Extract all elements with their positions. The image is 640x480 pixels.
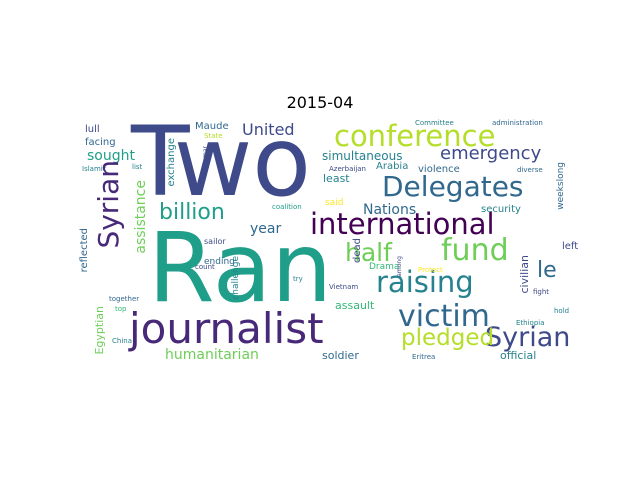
word-dead: dead xyxy=(352,238,363,263)
word-together: together xyxy=(109,295,140,303)
word-emergency: emergency xyxy=(440,143,542,164)
word-sailor: sailor xyxy=(204,237,226,246)
word-coalition: coalition xyxy=(272,203,302,211)
word-challenge: challenge xyxy=(231,256,241,300)
word-least: least xyxy=(323,172,350,185)
word-vietnam: Vietnam xyxy=(329,283,359,291)
word-le: le xyxy=(537,258,557,283)
word-two: Two xyxy=(131,106,311,218)
word-islamic: Islamic xyxy=(82,165,107,173)
word-war: Syrian xyxy=(485,322,571,353)
word-top: top xyxy=(115,305,127,313)
word-nations: Nations xyxy=(363,202,417,218)
word-among: among xyxy=(396,256,403,277)
chart-title: 2015-04 xyxy=(286,93,354,112)
word-sought: sought xyxy=(87,148,135,164)
word-lull: lull xyxy=(85,124,100,135)
word-violence: violence xyxy=(418,164,460,175)
word-weekslong: weekslong xyxy=(556,162,566,210)
word-syrian: Syrian xyxy=(92,160,125,249)
word-myanmar: Myanmar xyxy=(202,146,209,175)
word-arabia: Arabia xyxy=(376,161,409,172)
word-administration: administration xyxy=(492,119,543,127)
word-security: security xyxy=(481,204,521,215)
word-drama: Drama xyxy=(369,262,400,272)
word-delegates: Delegates xyxy=(382,170,524,203)
word-ran: Ran xyxy=(148,212,333,324)
word-ethiopia: Ethiopia xyxy=(516,319,545,327)
word-list: list xyxy=(132,163,143,171)
word-victim: victim xyxy=(398,299,490,334)
word-state: State xyxy=(204,132,223,140)
word-egyptian: Egyptian xyxy=(93,306,106,355)
word-azerbaijan: Azerbaijan xyxy=(329,165,366,173)
word-count: count xyxy=(195,263,215,271)
word-official: official xyxy=(500,349,537,362)
word-facing: facing xyxy=(85,137,116,148)
word-said: said xyxy=(325,198,344,208)
word-cloud: Two Ran journalist international confere… xyxy=(79,114,578,366)
word-try: try xyxy=(293,275,303,283)
word-simultaneous: simultaneous xyxy=(322,149,403,163)
word-exchange: exchange xyxy=(166,138,177,187)
word-humanitarian: humanitarian xyxy=(165,347,259,363)
word-journalist: journalist xyxy=(129,304,324,353)
word-civilian: civilian xyxy=(518,255,531,294)
word-protect: Protect xyxy=(418,266,443,274)
word-diverse: diverse xyxy=(517,166,543,174)
word-conference: conference xyxy=(334,119,496,153)
word-soldier: soldier xyxy=(322,349,359,362)
word-fund: fund xyxy=(441,233,509,268)
word-international: international xyxy=(310,207,495,241)
word-year: year xyxy=(250,221,282,237)
word-fight: fight xyxy=(533,288,550,296)
word-assistance: assistance xyxy=(133,180,149,254)
word-eritrea: Eritrea xyxy=(412,353,436,361)
word-united: United xyxy=(242,120,295,139)
word-left: left xyxy=(562,241,579,252)
word-china: China xyxy=(112,337,132,345)
word-ending: ending xyxy=(204,257,235,267)
word-maude: Maude xyxy=(195,121,229,132)
word-raising: raising xyxy=(376,265,474,299)
word-billion: billion xyxy=(159,200,225,225)
word-reflected: reflected xyxy=(79,228,90,273)
word-assault: assault xyxy=(335,299,375,312)
word-half: half xyxy=(345,238,392,267)
word-pledged: pledged xyxy=(401,325,495,351)
word-committee: Committee xyxy=(415,119,454,127)
word-hold: hold xyxy=(554,307,570,315)
